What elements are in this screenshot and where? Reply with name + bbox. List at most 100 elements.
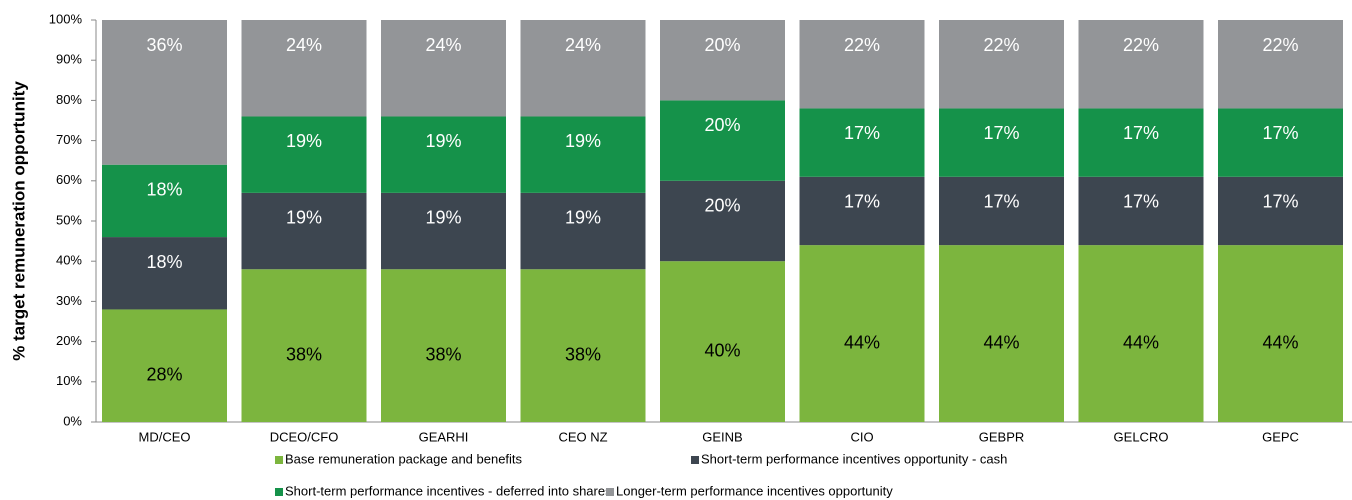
bar-segment bbox=[660, 100, 785, 181]
y-tick-label: 40% bbox=[56, 253, 82, 268]
bar-segment bbox=[799, 108, 925, 177]
legend-label: Longer-term performance incentives oppor… bbox=[616, 483, 893, 498]
value-label: 24% bbox=[425, 35, 461, 55]
bar-segment bbox=[241, 192, 367, 270]
bar-segment bbox=[799, 20, 925, 109]
legend-label: Short-term performance incentives - defe… bbox=[285, 483, 612, 498]
x-tick-label: CEO NZ bbox=[558, 429, 607, 444]
bar-segment bbox=[520, 269, 646, 422]
x-tick-label: GEPC bbox=[1262, 429, 1299, 444]
value-label: 38% bbox=[286, 344, 322, 364]
bar-segment bbox=[1078, 176, 1204, 246]
value-label: 22% bbox=[844, 35, 880, 55]
legend-swatch bbox=[275, 456, 283, 464]
y-tick-label: 60% bbox=[56, 172, 82, 187]
value-label: 17% bbox=[844, 123, 880, 143]
bar-segment bbox=[520, 192, 646, 270]
bar-segment bbox=[660, 180, 785, 262]
bar-segment bbox=[1078, 108, 1204, 177]
value-label: 17% bbox=[1123, 192, 1159, 212]
legend-swatch bbox=[275, 488, 283, 496]
legend-swatch bbox=[691, 456, 699, 464]
value-label: 24% bbox=[565, 35, 601, 55]
value-label: 19% bbox=[425, 131, 461, 151]
bar-segment bbox=[799, 176, 925, 246]
value-label: 19% bbox=[286, 208, 322, 228]
value-label: 18% bbox=[146, 252, 182, 272]
bar-segment bbox=[939, 108, 1064, 177]
value-label: 19% bbox=[286, 131, 322, 151]
value-label: 24% bbox=[286, 35, 322, 55]
value-label: 38% bbox=[425, 344, 461, 364]
value-label: 20% bbox=[704, 35, 740, 55]
bar-segment bbox=[381, 192, 506, 270]
legend-label: Base remuneration package and benefits bbox=[285, 451, 523, 466]
value-label: 22% bbox=[1262, 35, 1298, 55]
y-tick-label: 0% bbox=[63, 413, 82, 428]
y-tick-label: 90% bbox=[56, 52, 82, 67]
value-label: 36% bbox=[146, 35, 182, 55]
x-tick-label: GEARHI bbox=[419, 429, 469, 444]
bar-segment bbox=[939, 176, 1064, 246]
bar-segment bbox=[1218, 20, 1343, 109]
value-label: 17% bbox=[983, 192, 1019, 212]
value-label: 38% bbox=[565, 344, 601, 364]
value-label: 40% bbox=[704, 340, 740, 360]
value-label: 19% bbox=[565, 208, 601, 228]
y-tick-label: 10% bbox=[56, 373, 82, 388]
bar-segment bbox=[1218, 108, 1343, 177]
x-tick-label: CIO bbox=[850, 429, 873, 444]
value-label: 22% bbox=[983, 35, 1019, 55]
x-tick-label: GEINB bbox=[702, 429, 742, 444]
value-label: 44% bbox=[844, 332, 880, 352]
bar-segment bbox=[381, 20, 506, 117]
value-label: 44% bbox=[1123, 332, 1159, 352]
bar-segment bbox=[939, 245, 1064, 422]
bar-segment bbox=[660, 20, 785, 101]
bar-segment bbox=[1078, 20, 1204, 109]
value-label: 19% bbox=[425, 208, 461, 228]
bar-segment bbox=[1218, 176, 1343, 246]
value-label: 17% bbox=[1123, 123, 1159, 143]
x-tick-label: DCEO/CFO bbox=[270, 429, 339, 444]
value-label: 17% bbox=[983, 123, 1019, 143]
bar-segment bbox=[1218, 245, 1343, 422]
bar-segment bbox=[381, 116, 506, 193]
y-tick-label: 70% bbox=[56, 132, 82, 147]
bar-segment bbox=[241, 20, 367, 117]
legend-swatch bbox=[606, 488, 614, 496]
x-tick-label: MD/CEO bbox=[139, 429, 191, 444]
value-label: 44% bbox=[1262, 332, 1298, 352]
value-label: 28% bbox=[146, 364, 182, 384]
bar-segment bbox=[241, 269, 367, 422]
x-tick-label: GELCRO bbox=[1114, 429, 1169, 444]
bar-segment bbox=[102, 20, 227, 165]
bar-segment bbox=[241, 116, 367, 193]
y-tick-label: 50% bbox=[56, 212, 82, 227]
value-label: 22% bbox=[1123, 35, 1159, 55]
value-label: 17% bbox=[1262, 192, 1298, 212]
bar-segment bbox=[102, 309, 227, 422]
y-tick-label: 100% bbox=[49, 11, 83, 26]
y-tick-label: 30% bbox=[56, 293, 82, 308]
bar-segment bbox=[1078, 245, 1204, 422]
bar-segment bbox=[799, 245, 925, 422]
bar-segment bbox=[520, 116, 646, 193]
value-label: 17% bbox=[844, 192, 880, 212]
bar-segment bbox=[939, 20, 1064, 109]
value-label: 20% bbox=[704, 115, 740, 135]
bar-segment bbox=[381, 269, 506, 422]
legend-label: Short-term performance incentives opport… bbox=[701, 451, 1007, 466]
value-label: 19% bbox=[565, 131, 601, 151]
x-tick-label: GEBPR bbox=[979, 429, 1025, 444]
value-label: 44% bbox=[983, 332, 1019, 352]
y-tick-label: 80% bbox=[56, 92, 82, 107]
bar-segment bbox=[520, 20, 646, 117]
value-label: 18% bbox=[146, 179, 182, 199]
bar-segment bbox=[102, 237, 227, 310]
value-label: 20% bbox=[704, 196, 740, 216]
y-tick-label: 20% bbox=[56, 333, 82, 348]
value-label: 17% bbox=[1262, 123, 1298, 143]
